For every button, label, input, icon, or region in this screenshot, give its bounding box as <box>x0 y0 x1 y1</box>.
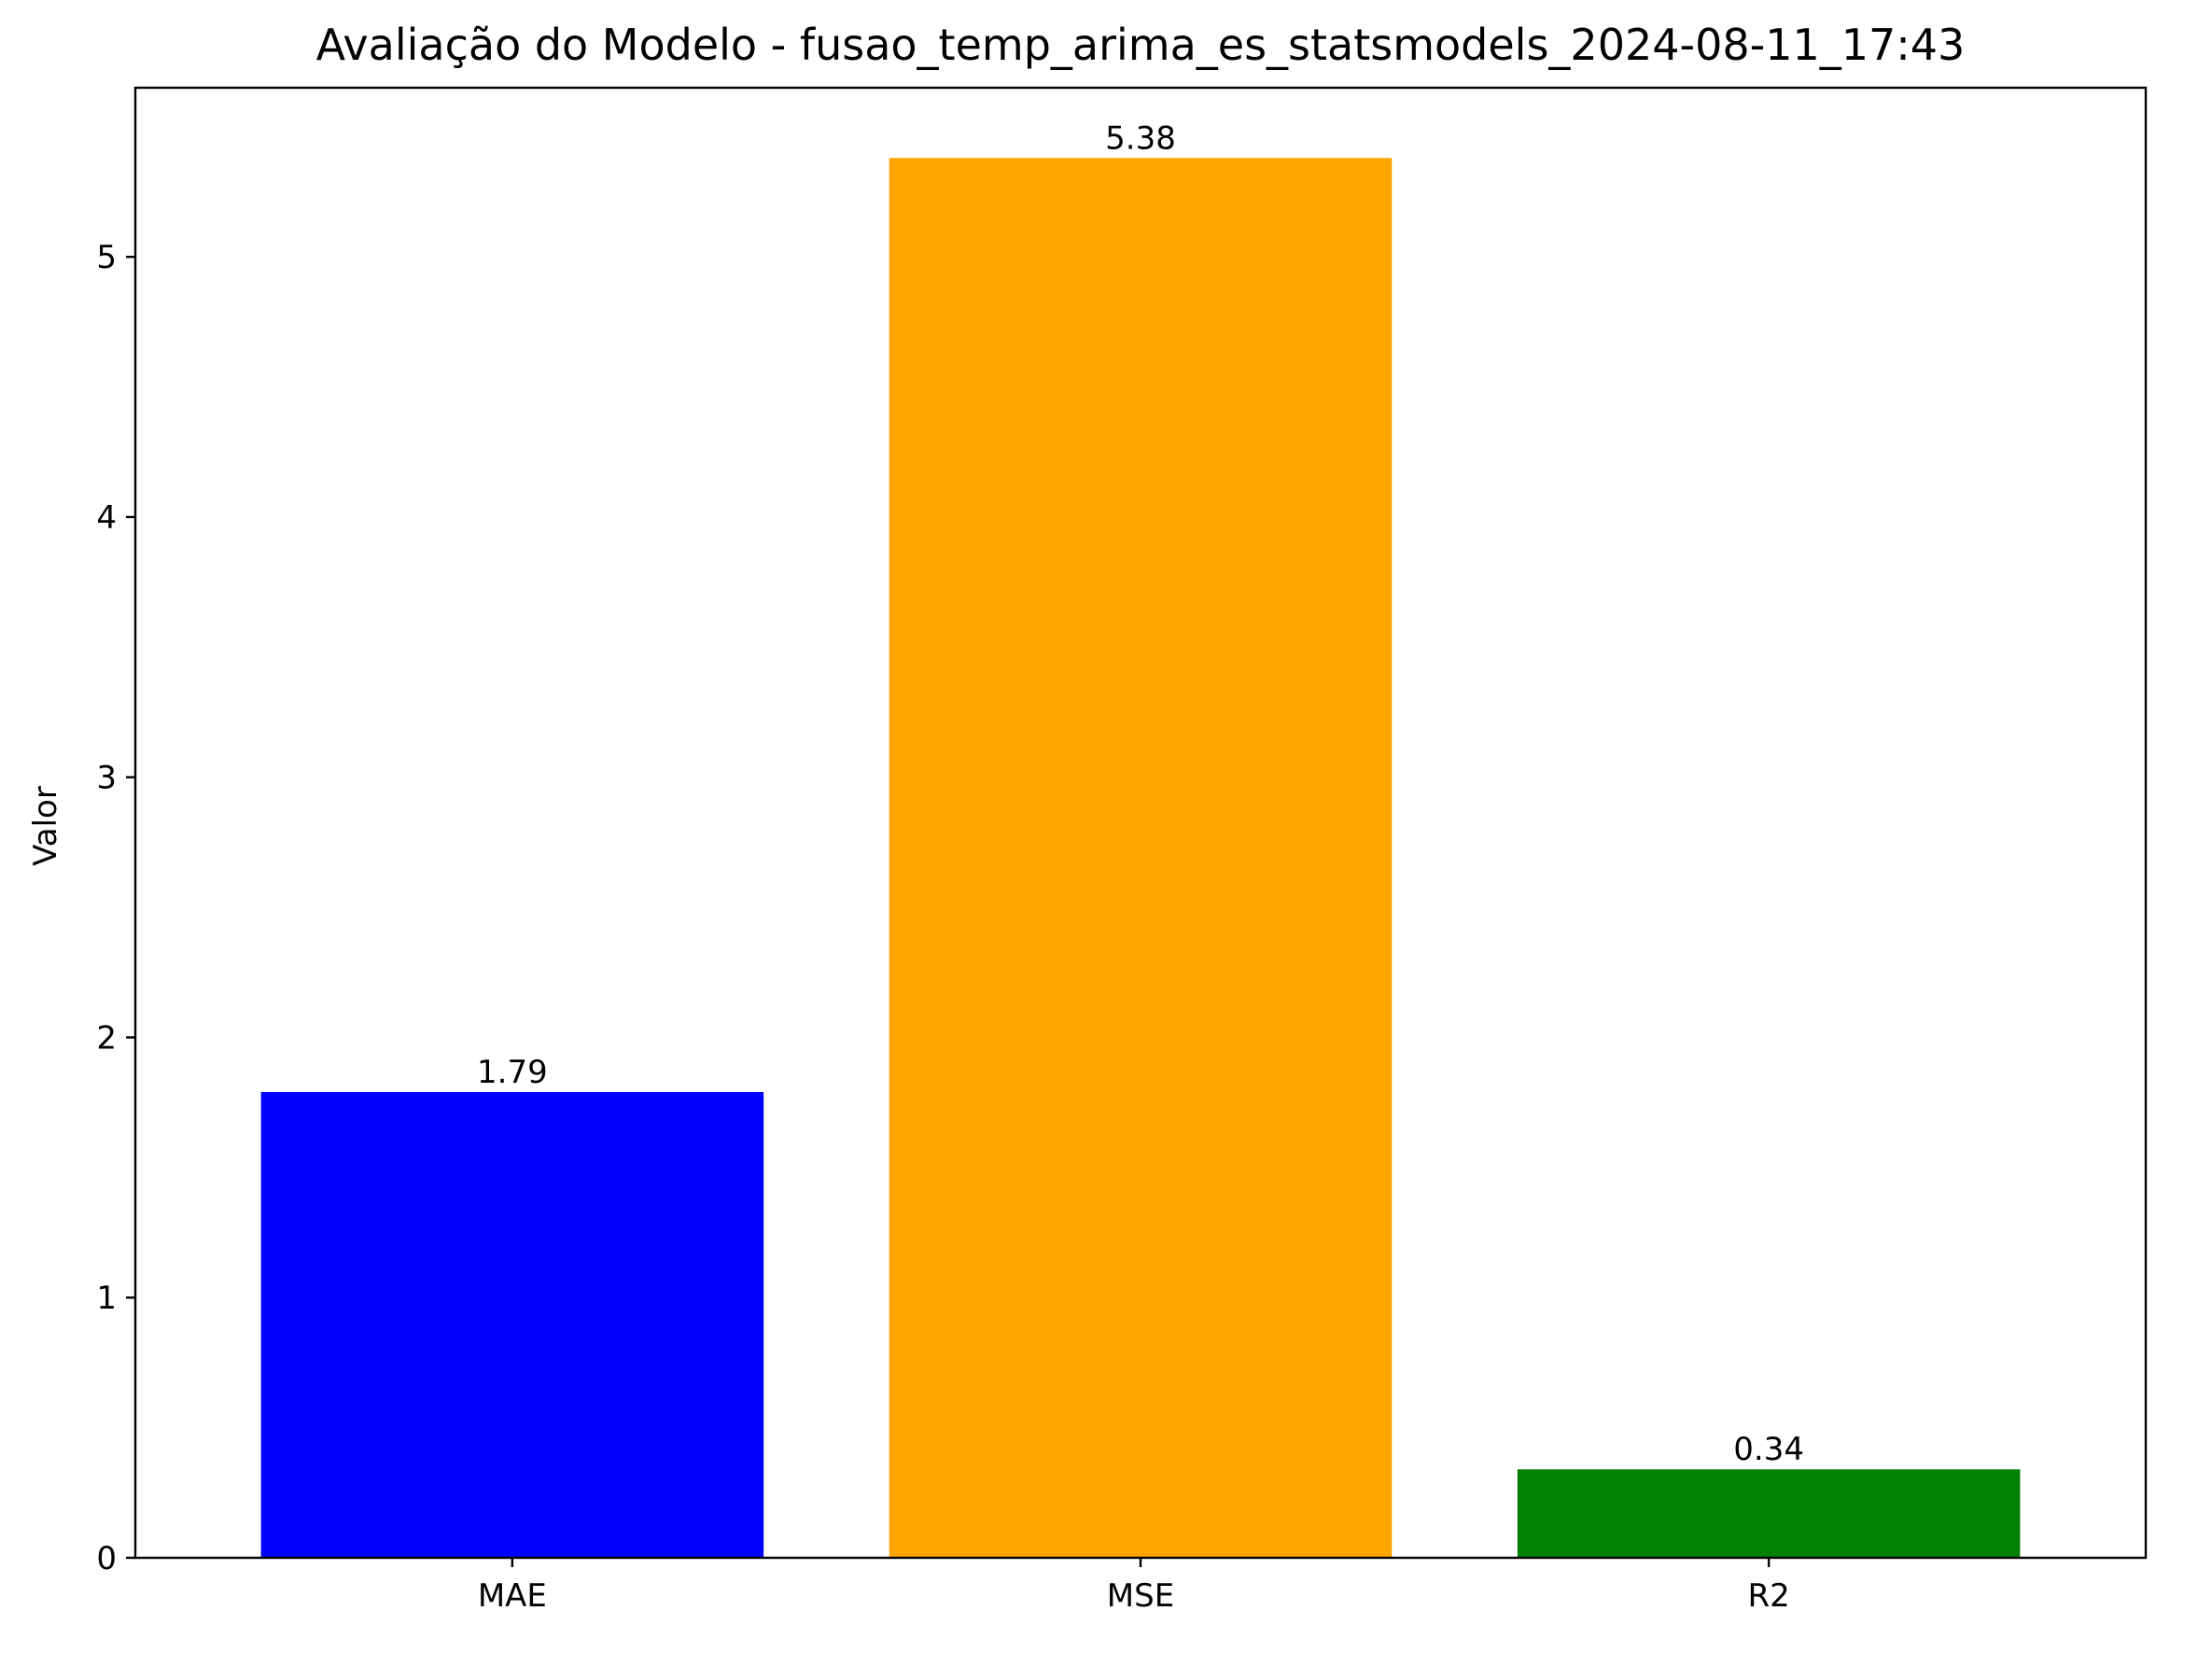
y-tick-label-0: 0 <box>96 1540 117 1577</box>
bar-r2 <box>1517 1469 2021 1558</box>
x-tick-label-r2: R2 <box>1747 1577 1789 1615</box>
y-tick-label-3: 3 <box>96 760 117 797</box>
chart-title: Avaliação do Modelo - fusao_temp_arima_e… <box>316 20 1966 70</box>
y-tick-label-1: 1 <box>96 1280 117 1317</box>
y-tick-label-2: 2 <box>96 1019 117 1057</box>
value-label-mae: 1.79 <box>477 1054 548 1091</box>
y-tick-label-4: 4 <box>96 499 117 537</box>
x-axis-ticks: MAE MSE R2 <box>478 1558 1790 1615</box>
y-tick-label-5: 5 <box>96 239 117 276</box>
value-labels-layer: 1.79 5.38 0.34 <box>477 119 1804 1468</box>
x-tick-label-mae: MAE <box>478 1577 547 1615</box>
y-axis-label: Valor <box>27 786 64 866</box>
bar-mae <box>260 1092 764 1558</box>
value-label-mse: 5.38 <box>1105 119 1176 157</box>
bar-mse <box>889 158 1393 1558</box>
value-label-r2: 0.34 <box>1733 1431 1804 1468</box>
y-axis-ticks: 0 1 2 3 4 5 <box>96 239 135 1577</box>
plot-frame <box>133 86 2148 1560</box>
bars-layer <box>260 158 2021 1558</box>
x-tick-label-mse: MSE <box>1107 1577 1174 1615</box>
